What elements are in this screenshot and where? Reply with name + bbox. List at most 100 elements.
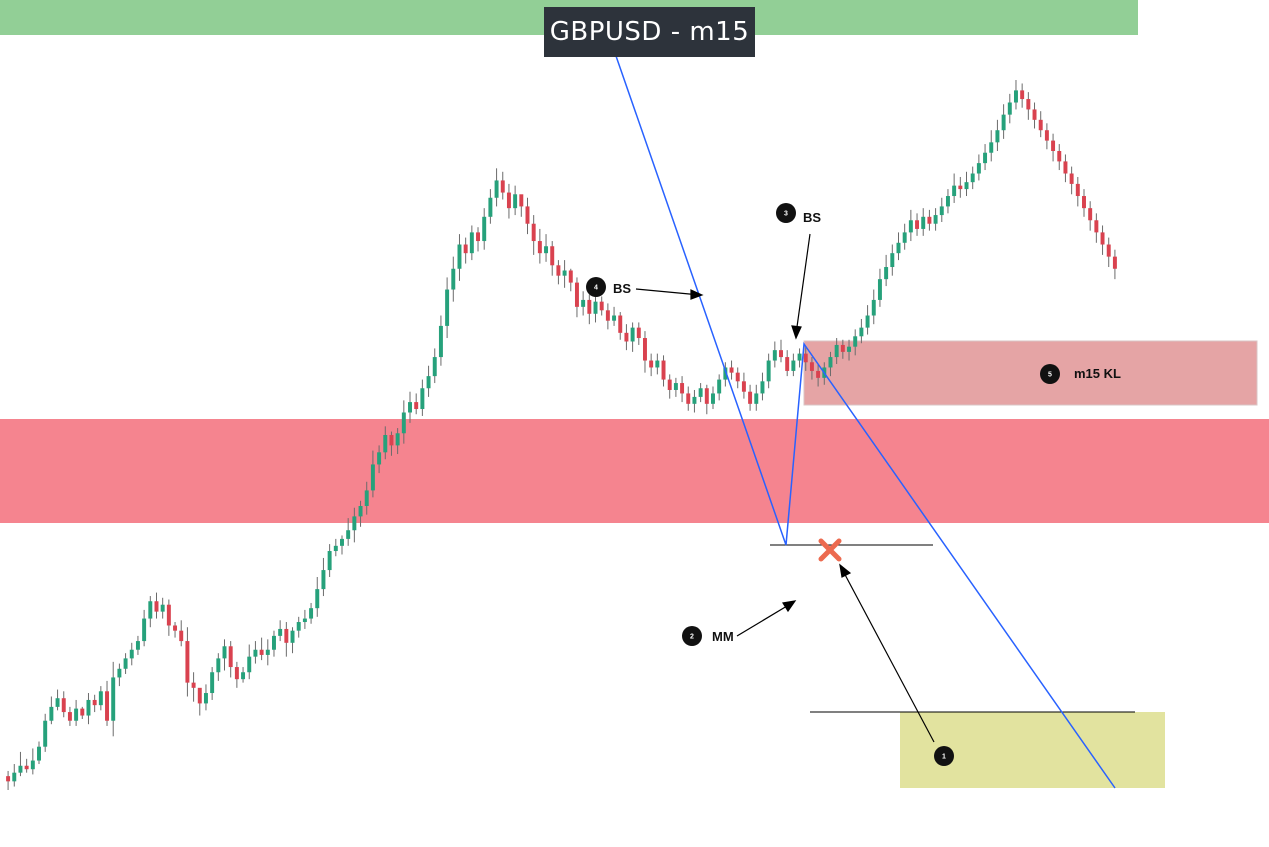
bearish-candle [587,299,592,314]
bullish-candle [222,646,227,659]
bullish-candle [37,746,41,761]
bullish-candle [309,608,314,619]
bearish-candle [667,379,672,390]
bearish-candle [636,327,641,339]
bearish-candle [642,338,647,361]
bearish-candle [476,232,481,242]
bearish-candle [80,708,85,716]
bullish-candle [86,699,91,716]
bullish-candle [438,325,443,358]
bearish-candle [1100,232,1105,245]
bearish-candle [166,604,171,626]
bullish-candle [43,720,48,747]
bullish-candle [877,279,882,300]
bearish-candle [704,388,709,404]
bullish-candle [203,693,208,704]
bearish-candle [1026,99,1031,110]
bullish-candle [964,182,969,190]
marker-circle-5 [1040,364,1060,384]
bullish-candle [333,545,338,552]
bullish-candle [865,315,870,328]
bearish-candle [6,776,11,782]
bearish-candle [816,370,821,378]
invalid-entry-mark [818,538,842,562]
bullish-candle [123,658,128,669]
bearish-candle [24,765,29,770]
bullish-candle [469,232,474,254]
bearish-candle [531,223,536,242]
marker-number-2: 2 [690,634,694,641]
bearish-candle [680,383,685,394]
bullish-candle [445,289,450,326]
bullish-candle [352,516,357,531]
bearish-candle [735,372,740,382]
bearish-candle [537,241,542,254]
bullish-candle [377,452,382,465]
marker-number-3: 3 [784,211,788,218]
annotation-label-5: m15 KL [1074,366,1121,381]
bullish-candle [346,530,351,539]
bearish-candle [154,601,159,612]
bullish-candle [976,163,981,174]
bullish-candle [828,357,833,368]
bearish-candle [179,630,184,642]
marker-circle-4 [586,277,606,297]
marker-number-5: 5 [1048,372,1052,379]
bearish-candle [1020,90,1025,100]
marker-number-1: 1 [942,754,946,761]
bullish-candle [995,130,1000,143]
bullish-candle [302,618,307,623]
bullish-candle [983,152,988,164]
bullish-candle [30,760,35,770]
bullish-candle [55,698,60,707]
bearish-candle [1106,244,1111,257]
bearish-candle [67,712,72,721]
bearish-candle [809,362,814,371]
bearish-candle [506,192,511,209]
bullish-candle [135,641,140,650]
bullish-candle [562,270,567,276]
bullish-candle [290,630,295,643]
bullish-candle [364,490,369,506]
bullish-candle [74,708,79,721]
bullish-candle [253,649,258,657]
bearish-candle [234,667,239,680]
bullish-candle [1007,102,1012,115]
bearish-candle [1063,161,1068,174]
bullish-candle [593,301,598,314]
bullish-candle [581,299,586,307]
marker-number-4: 4 [594,285,598,292]
bullish-candle [117,668,122,678]
bullish-candle [278,628,283,636]
bearish-candle [105,691,110,721]
bullish-candle [18,765,23,773]
bearish-candle [228,646,233,668]
bearish-candle [500,180,505,193]
bullish-candle [630,327,635,342]
bullish-candle [401,412,406,434]
bullish-candle [12,772,17,782]
bullish-candle [890,253,895,268]
bullish-candle [655,360,660,368]
bearish-candle [1032,109,1037,120]
bearish-candle [1088,208,1093,221]
bearish-candle [1044,130,1049,141]
bullish-candle [111,677,116,721]
bullish-candle [426,376,431,389]
bearish-candle [568,270,573,283]
annotation-markers: 1 2 MM 3 BS 4 BS 5 m15 KL [586,203,1121,766]
bearish-candle [624,332,629,342]
bullish-candle [358,506,363,517]
bearish-candle [1094,220,1099,233]
bearish-candle [61,698,66,713]
bullish-candle [513,194,518,209]
bearish-candle [661,360,666,380]
bearish-candle [605,310,610,321]
bearish-candle [1057,151,1062,162]
bearish-candle [1051,140,1056,151]
bearish-candle [803,353,808,363]
bearish-candle [840,344,845,352]
bearish-candle [779,350,783,358]
marker-circle-1 [934,746,954,766]
